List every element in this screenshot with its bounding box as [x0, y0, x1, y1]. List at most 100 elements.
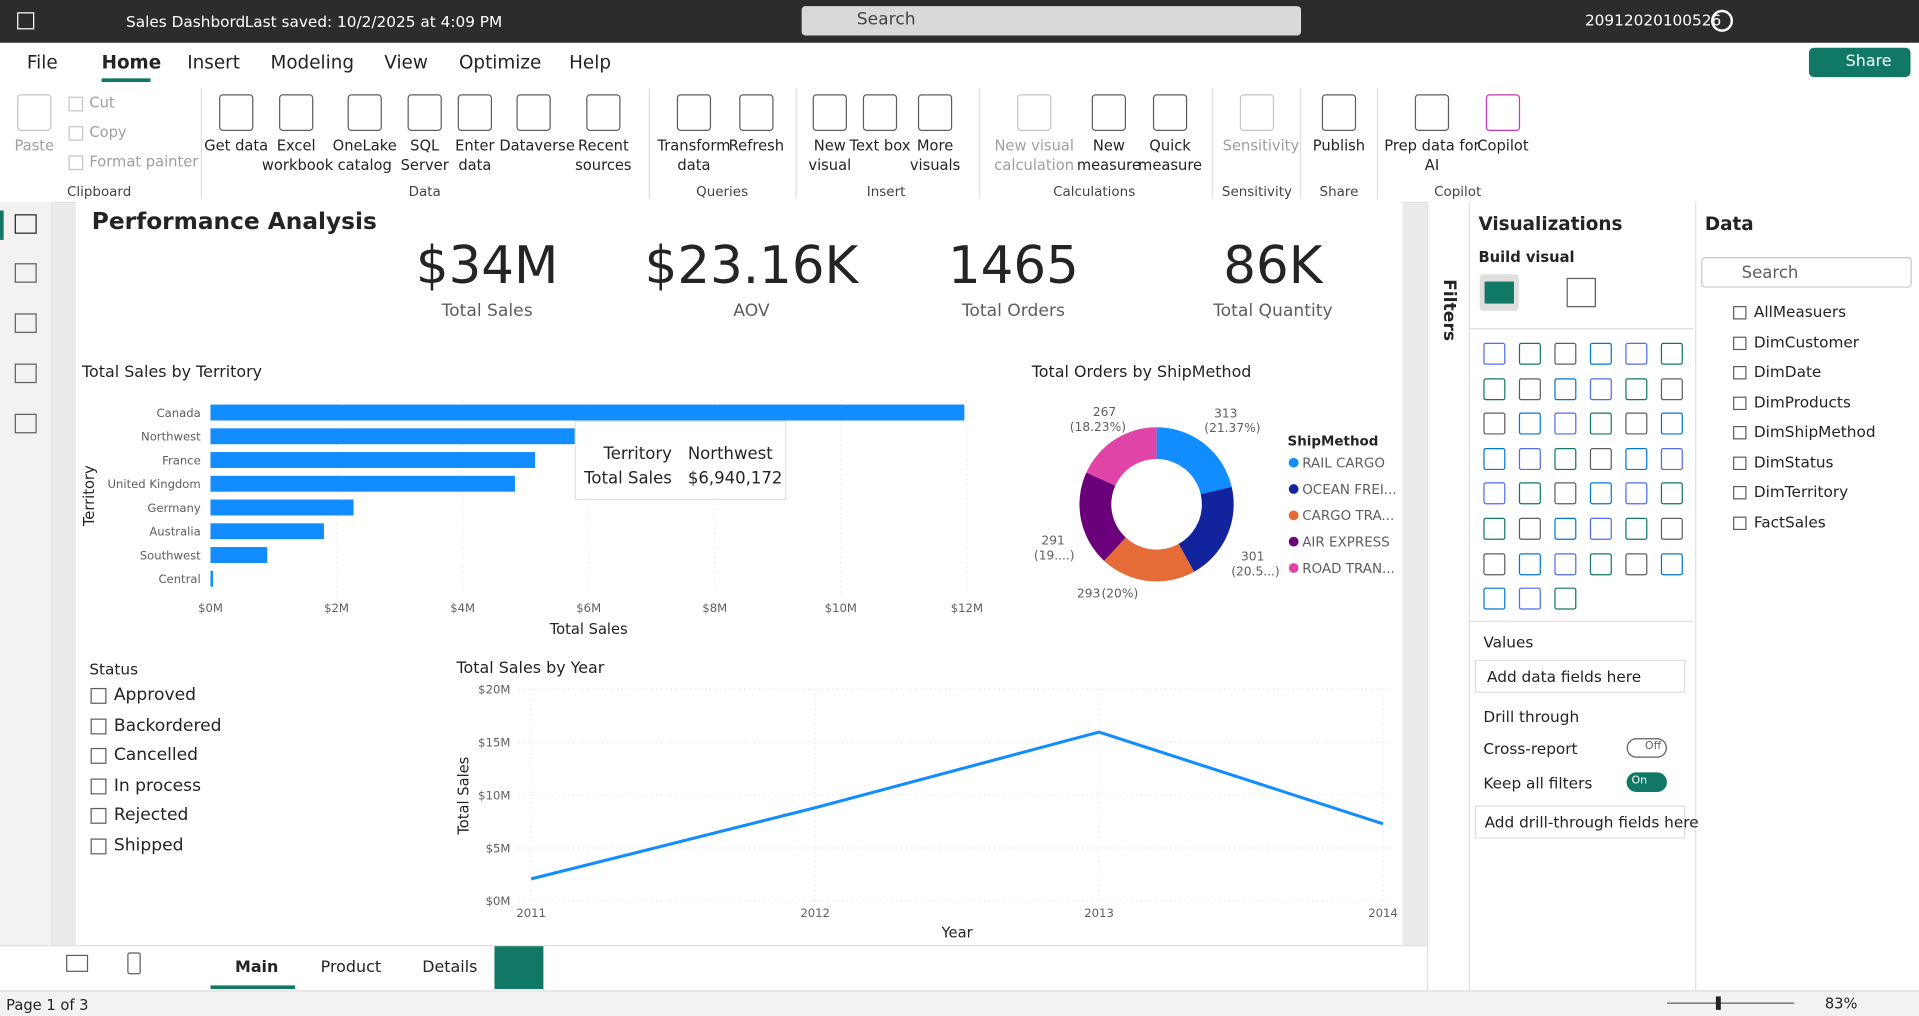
ribbon-button[interactable]: Dataverse — [499, 137, 575, 155]
viz-icon[interactable] — [1483, 447, 1506, 470]
search-box[interactable] — [801, 6, 1302, 36]
viz-icon[interactable] — [1589, 552, 1612, 575]
field-well[interactable] — [1474, 805, 1686, 839]
toggle-on[interactable] — [1626, 772, 1667, 792]
viz-icon[interactable] — [1554, 552, 1577, 575]
viz-icon[interactable] — [1554, 447, 1577, 470]
ribbon-button[interactable]: New measure — [1076, 137, 1141, 174]
viz-icon[interactable] — [1589, 517, 1612, 540]
table-name[interactable]: DimShipMethod — [1753, 422, 1876, 441]
nav-icon[interactable] — [14, 263, 37, 283]
nav-icon[interactable] — [14, 214, 37, 234]
viz-icon[interactable] — [1483, 342, 1506, 365]
ribbon-button[interactable]: More visuals — [909, 137, 961, 174]
viz-icon[interactable] — [1589, 412, 1612, 435]
slicer-item[interactable]: In process — [113, 775, 202, 796]
viz-icon[interactable] — [1589, 342, 1612, 365]
viz-icon[interactable] — [1660, 517, 1683, 540]
viz-icon[interactable] — [1483, 517, 1506, 540]
table-name[interactable]: DimProducts — [1753, 392, 1851, 411]
menu-tab[interactable]: File — [26, 51, 58, 74]
share-button[interactable] — [1808, 47, 1911, 78]
viz-icon[interactable] — [1554, 587, 1577, 610]
menu-tab[interactable]: Optimize — [458, 51, 542, 74]
viz-icon[interactable] — [1625, 447, 1648, 470]
desktop-view[interactable] — [66, 954, 89, 972]
ribbon-button[interactable]: Quick measure — [1138, 137, 1203, 174]
search-placeholder[interactable]: Search — [1741, 263, 1799, 283]
viz-icon[interactable] — [1483, 552, 1506, 575]
ribbon-button[interactable]: Recent sources — [575, 137, 632, 174]
viz-icon[interactable] — [1625, 412, 1648, 435]
viz-icon[interactable] — [1660, 552, 1683, 575]
viz-icon[interactable] — [1518, 377, 1541, 400]
slicer-item[interactable]: Rejected — [113, 805, 189, 826]
viz-icon[interactable] — [1518, 447, 1541, 470]
mobile-view[interactable] — [127, 952, 141, 975]
viz-icon[interactable] — [1589, 377, 1612, 400]
slicer-item[interactable]: Backordered — [113, 715, 222, 736]
viz-icon[interactable] — [1554, 377, 1577, 400]
add-page[interactable] — [494, 946, 544, 990]
viz-icon[interactable] — [1483, 482, 1506, 505]
checkbox[interactable] — [90, 687, 107, 704]
nav-icon[interactable] — [14, 363, 37, 384]
viz-icon[interactable] — [1518, 517, 1541, 540]
filters-label[interactable]: Filters — [1439, 279, 1459, 342]
filters-pane[interactable] — [1427, 201, 1470, 991]
menu-tab[interactable]: Help — [569, 51, 611, 74]
viz-icon[interactable] — [1660, 342, 1683, 365]
viz-icon[interactable] — [1483, 412, 1506, 435]
viz-icon[interactable] — [1660, 377, 1683, 400]
ribbon-button[interactable]: OneLake catalog — [332, 137, 397, 174]
nav-icon[interactable] — [14, 413, 37, 434]
ribbon-button[interactable]: Transform data — [657, 137, 731, 174]
ribbon-button[interactable]: Format painter — [89, 153, 199, 171]
ribbon-button[interactable]: Refresh — [728, 137, 785, 155]
checkbox[interactable] — [90, 747, 107, 764]
data-search[interactable] — [1701, 257, 1912, 288]
table-name[interactable]: FactSales — [1753, 512, 1826, 531]
menu-tab[interactable]: View — [384, 51, 428, 74]
viz-icon[interactable] — [1518, 482, 1541, 505]
ribbon-button[interactable]: Sensitivity — [1222, 137, 1300, 155]
save-icon[interactable] — [17, 12, 35, 30]
viz-icon[interactable] — [1625, 377, 1648, 400]
ribbon-button[interactable]: Paste — [14, 137, 55, 155]
ribbon-button[interactable]: Text box — [849, 137, 911, 155]
search-placeholder[interactable]: Search — [856, 9, 916, 30]
nav-icon[interactable] — [14, 313, 37, 333]
share-label[interactable]: Share — [1845, 52, 1892, 71]
menu-tab[interactable]: Modeling — [270, 51, 354, 74]
table-name[interactable]: DimTerritory — [1753, 482, 1849, 501]
ribbon-button[interactable]: Copilot — [1477, 137, 1529, 155]
ribbon-button[interactable]: SQL Server — [400, 137, 449, 174]
ribbon-button[interactable]: Cut — [89, 94, 115, 112]
viz-icon[interactable] — [1483, 377, 1506, 400]
ribbon-button[interactable]: Get data — [204, 137, 269, 155]
ribbon-button[interactable]: Publish — [1312, 137, 1366, 155]
viz-icon[interactable] — [1554, 412, 1577, 435]
table-name[interactable]: AllMeasuers — [1753, 302, 1847, 321]
slicer-item[interactable]: Approved — [113, 685, 197, 706]
viz-icon[interactable] — [1589, 482, 1612, 505]
active-page-tab[interactable] — [210, 946, 295, 990]
checkbox[interactable] — [90, 837, 107, 854]
menu-tab[interactable]: Insert — [187, 51, 240, 74]
viz-icon[interactable] — [1518, 412, 1541, 435]
ribbon-button[interactable]: New visual — [808, 137, 852, 174]
zoom-thumb[interactable] — [1715, 996, 1721, 1010]
format-tab[interactable] — [1566, 277, 1596, 308]
viz-icon[interactable] — [1518, 552, 1541, 575]
viz-icon[interactable] — [1625, 517, 1648, 540]
page-tab[interactable]: Product — [320, 958, 382, 977]
toggle-off[interactable] — [1626, 738, 1667, 758]
viz-icon[interactable] — [1589, 447, 1612, 470]
viz-icon[interactable] — [1554, 482, 1577, 505]
ribbon-button[interactable]: New visual calculation — [994, 137, 1075, 174]
viz-icon[interactable] — [1660, 412, 1683, 435]
checkbox[interactable] — [90, 777, 107, 794]
slicer-item[interactable]: Cancelled — [113, 745, 199, 766]
checkbox[interactable] — [90, 717, 107, 734]
ribbon-button[interactable]: Excel workbook — [261, 137, 334, 174]
